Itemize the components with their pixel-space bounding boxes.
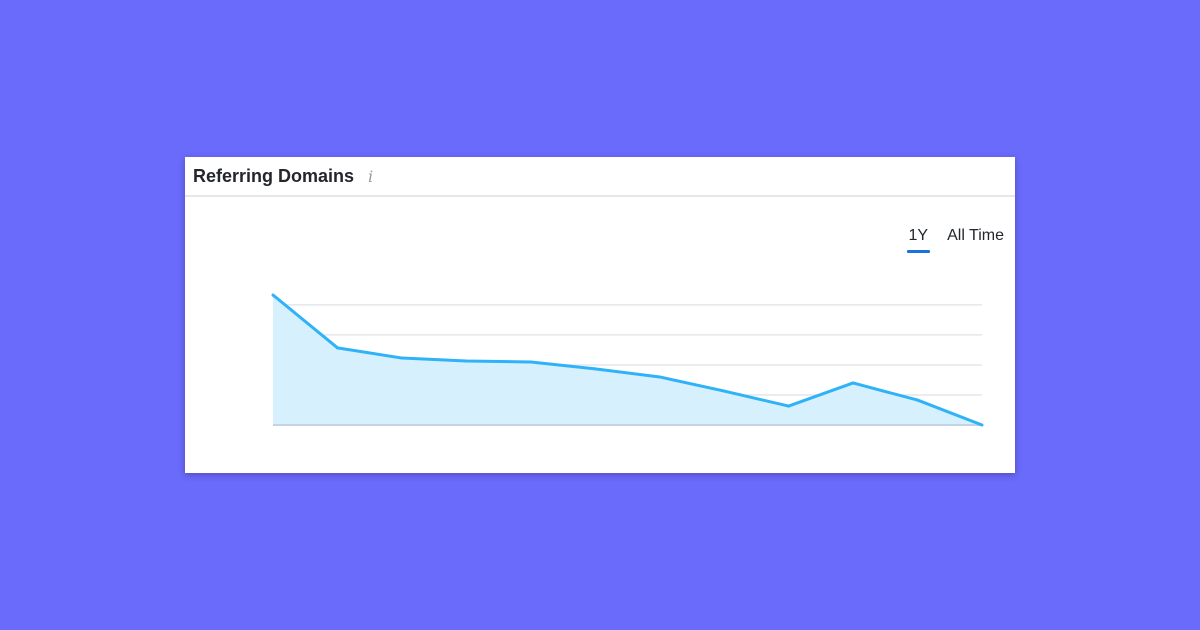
data-point	[529, 360, 533, 364]
tab-all-time[interactable]: All Time	[947, 227, 1004, 244]
time-range-tabs: 1Y All Time	[906, 227, 1004, 253]
data-point	[335, 346, 339, 350]
data-point	[787, 404, 791, 408]
series-line	[272, 293, 983, 427]
data-point	[400, 356, 404, 360]
tab-1y[interactable]: 1Y	[906, 227, 930, 253]
data-point	[593, 367, 597, 371]
data-point	[851, 381, 855, 385]
area-fill	[273, 295, 982, 425]
data-point	[722, 389, 726, 393]
data-point	[980, 423, 984, 427]
card-title: Referring Domains	[193, 165, 355, 186]
data-point	[464, 359, 468, 363]
card-header: Referring Domains i	[185, 157, 1015, 197]
data-point	[271, 293, 275, 297]
info-icon[interactable]: i	[368, 166, 374, 186]
data-point	[658, 375, 662, 379]
data-point	[916, 398, 920, 402]
